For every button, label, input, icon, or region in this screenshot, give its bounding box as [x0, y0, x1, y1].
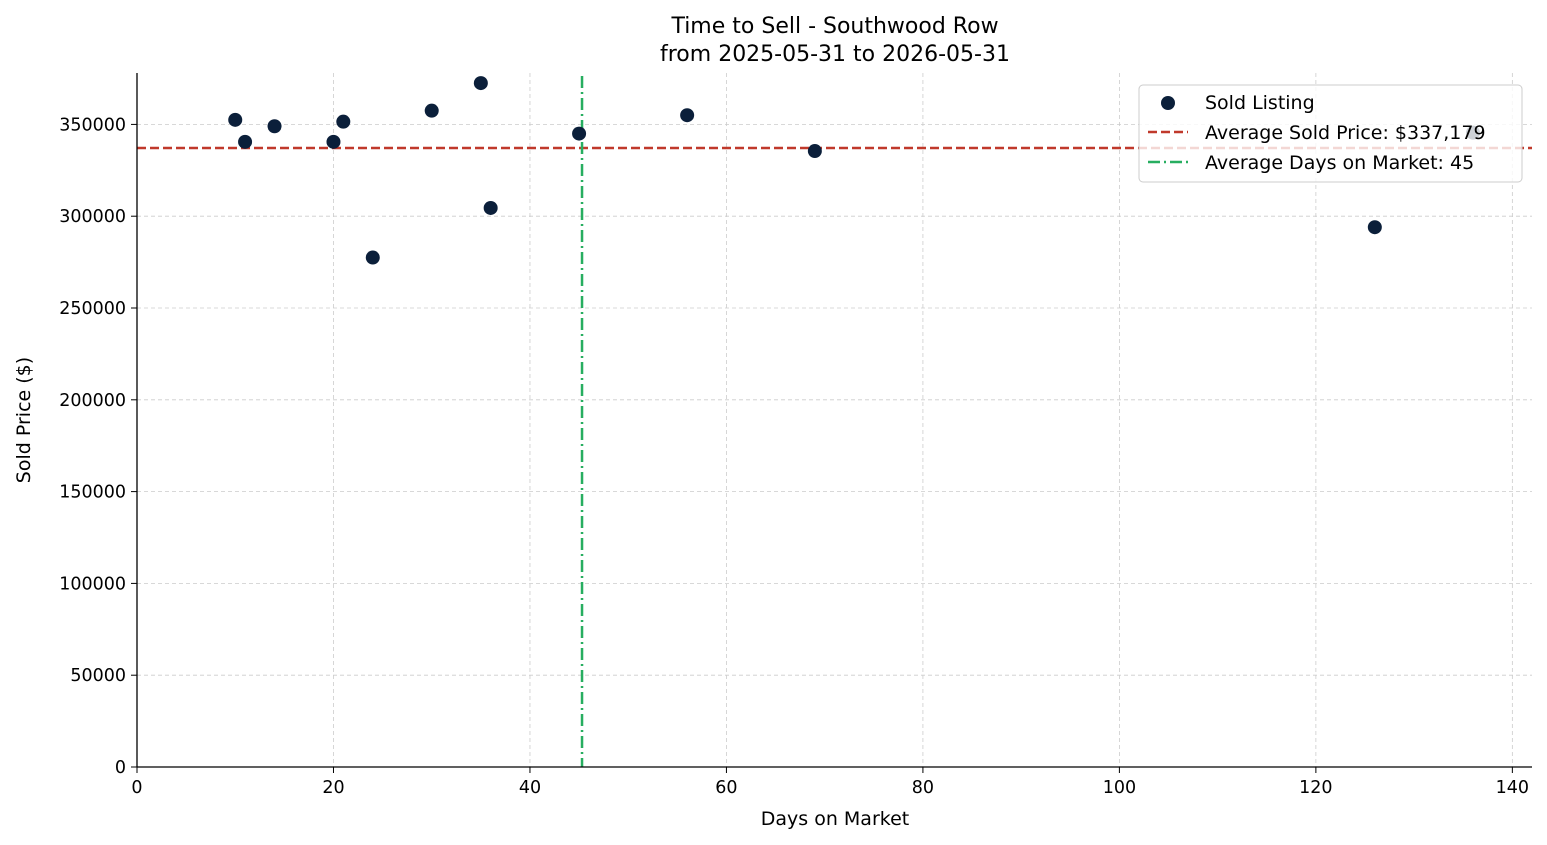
data-point	[1367, 220, 1382, 235]
y-tick-label: 50000	[70, 666, 126, 686]
y-axis-ticks: 0 50000 100000 150000 200000 250000 300000 3500…	[59, 115, 137, 778]
data-point	[326, 134, 341, 149]
data-point	[807, 144, 822, 159]
y-tick-label: 300000	[59, 207, 126, 227]
x-axis-ticks: 0 20 40 60 80 100 120 140	[131, 767, 1529, 798]
x-tick-label: 40	[519, 778, 541, 798]
data-point	[424, 103, 439, 118]
data-point	[336, 114, 351, 129]
data-point	[572, 126, 587, 141]
grid-lines	[137, 73, 1532, 767]
x-tick-label: 80	[912, 778, 934, 798]
data-point	[680, 108, 695, 123]
y-tick-label: 0	[115, 758, 126, 778]
y-tick-label: 100000	[59, 574, 126, 594]
chart-title: Time to Sell - Southwood Row	[670, 14, 998, 39]
y-tick-label: 150000	[59, 483, 126, 503]
x-tick-label: 20	[322, 778, 344, 798]
legend-label-sold-listing: Sold Listing	[1205, 92, 1315, 114]
y-axis-label: Sold Price ($)	[13, 357, 35, 483]
data-point	[365, 250, 380, 265]
y-tick-label: 250000	[59, 299, 126, 319]
data-point	[483, 200, 498, 215]
y-tick-label: 350000	[59, 115, 126, 135]
legend-box	[1138, 84, 1523, 183]
data-point	[238, 134, 253, 149]
y-tick-label: 200000	[59, 391, 126, 411]
x-tick-label: 100	[1103, 778, 1136, 798]
legend: Sold Listing Average Sold Price: $337,17…	[1138, 84, 1523, 183]
legend-label-average-days: Average Days on Market: 45	[1205, 152, 1474, 174]
data-point	[228, 112, 243, 127]
x-tick-label: 120	[1299, 778, 1332, 798]
chart-subtitle: from 2025-05-31 to 2026-05-31	[660, 42, 1010, 67]
data-point	[473, 76, 488, 91]
x-axis-label: Days on Market	[761, 808, 909, 830]
legend-marker-sold-listing	[1161, 96, 1175, 110]
data-point	[267, 119, 282, 134]
x-tick-label: 0	[131, 778, 142, 798]
x-tick-label: 140	[1496, 778, 1529, 798]
legend-label-average-price: Average Sold Price: $337,179	[1205, 122, 1486, 144]
data-points	[228, 76, 1481, 265]
x-tick-label: 60	[715, 778, 737, 798]
